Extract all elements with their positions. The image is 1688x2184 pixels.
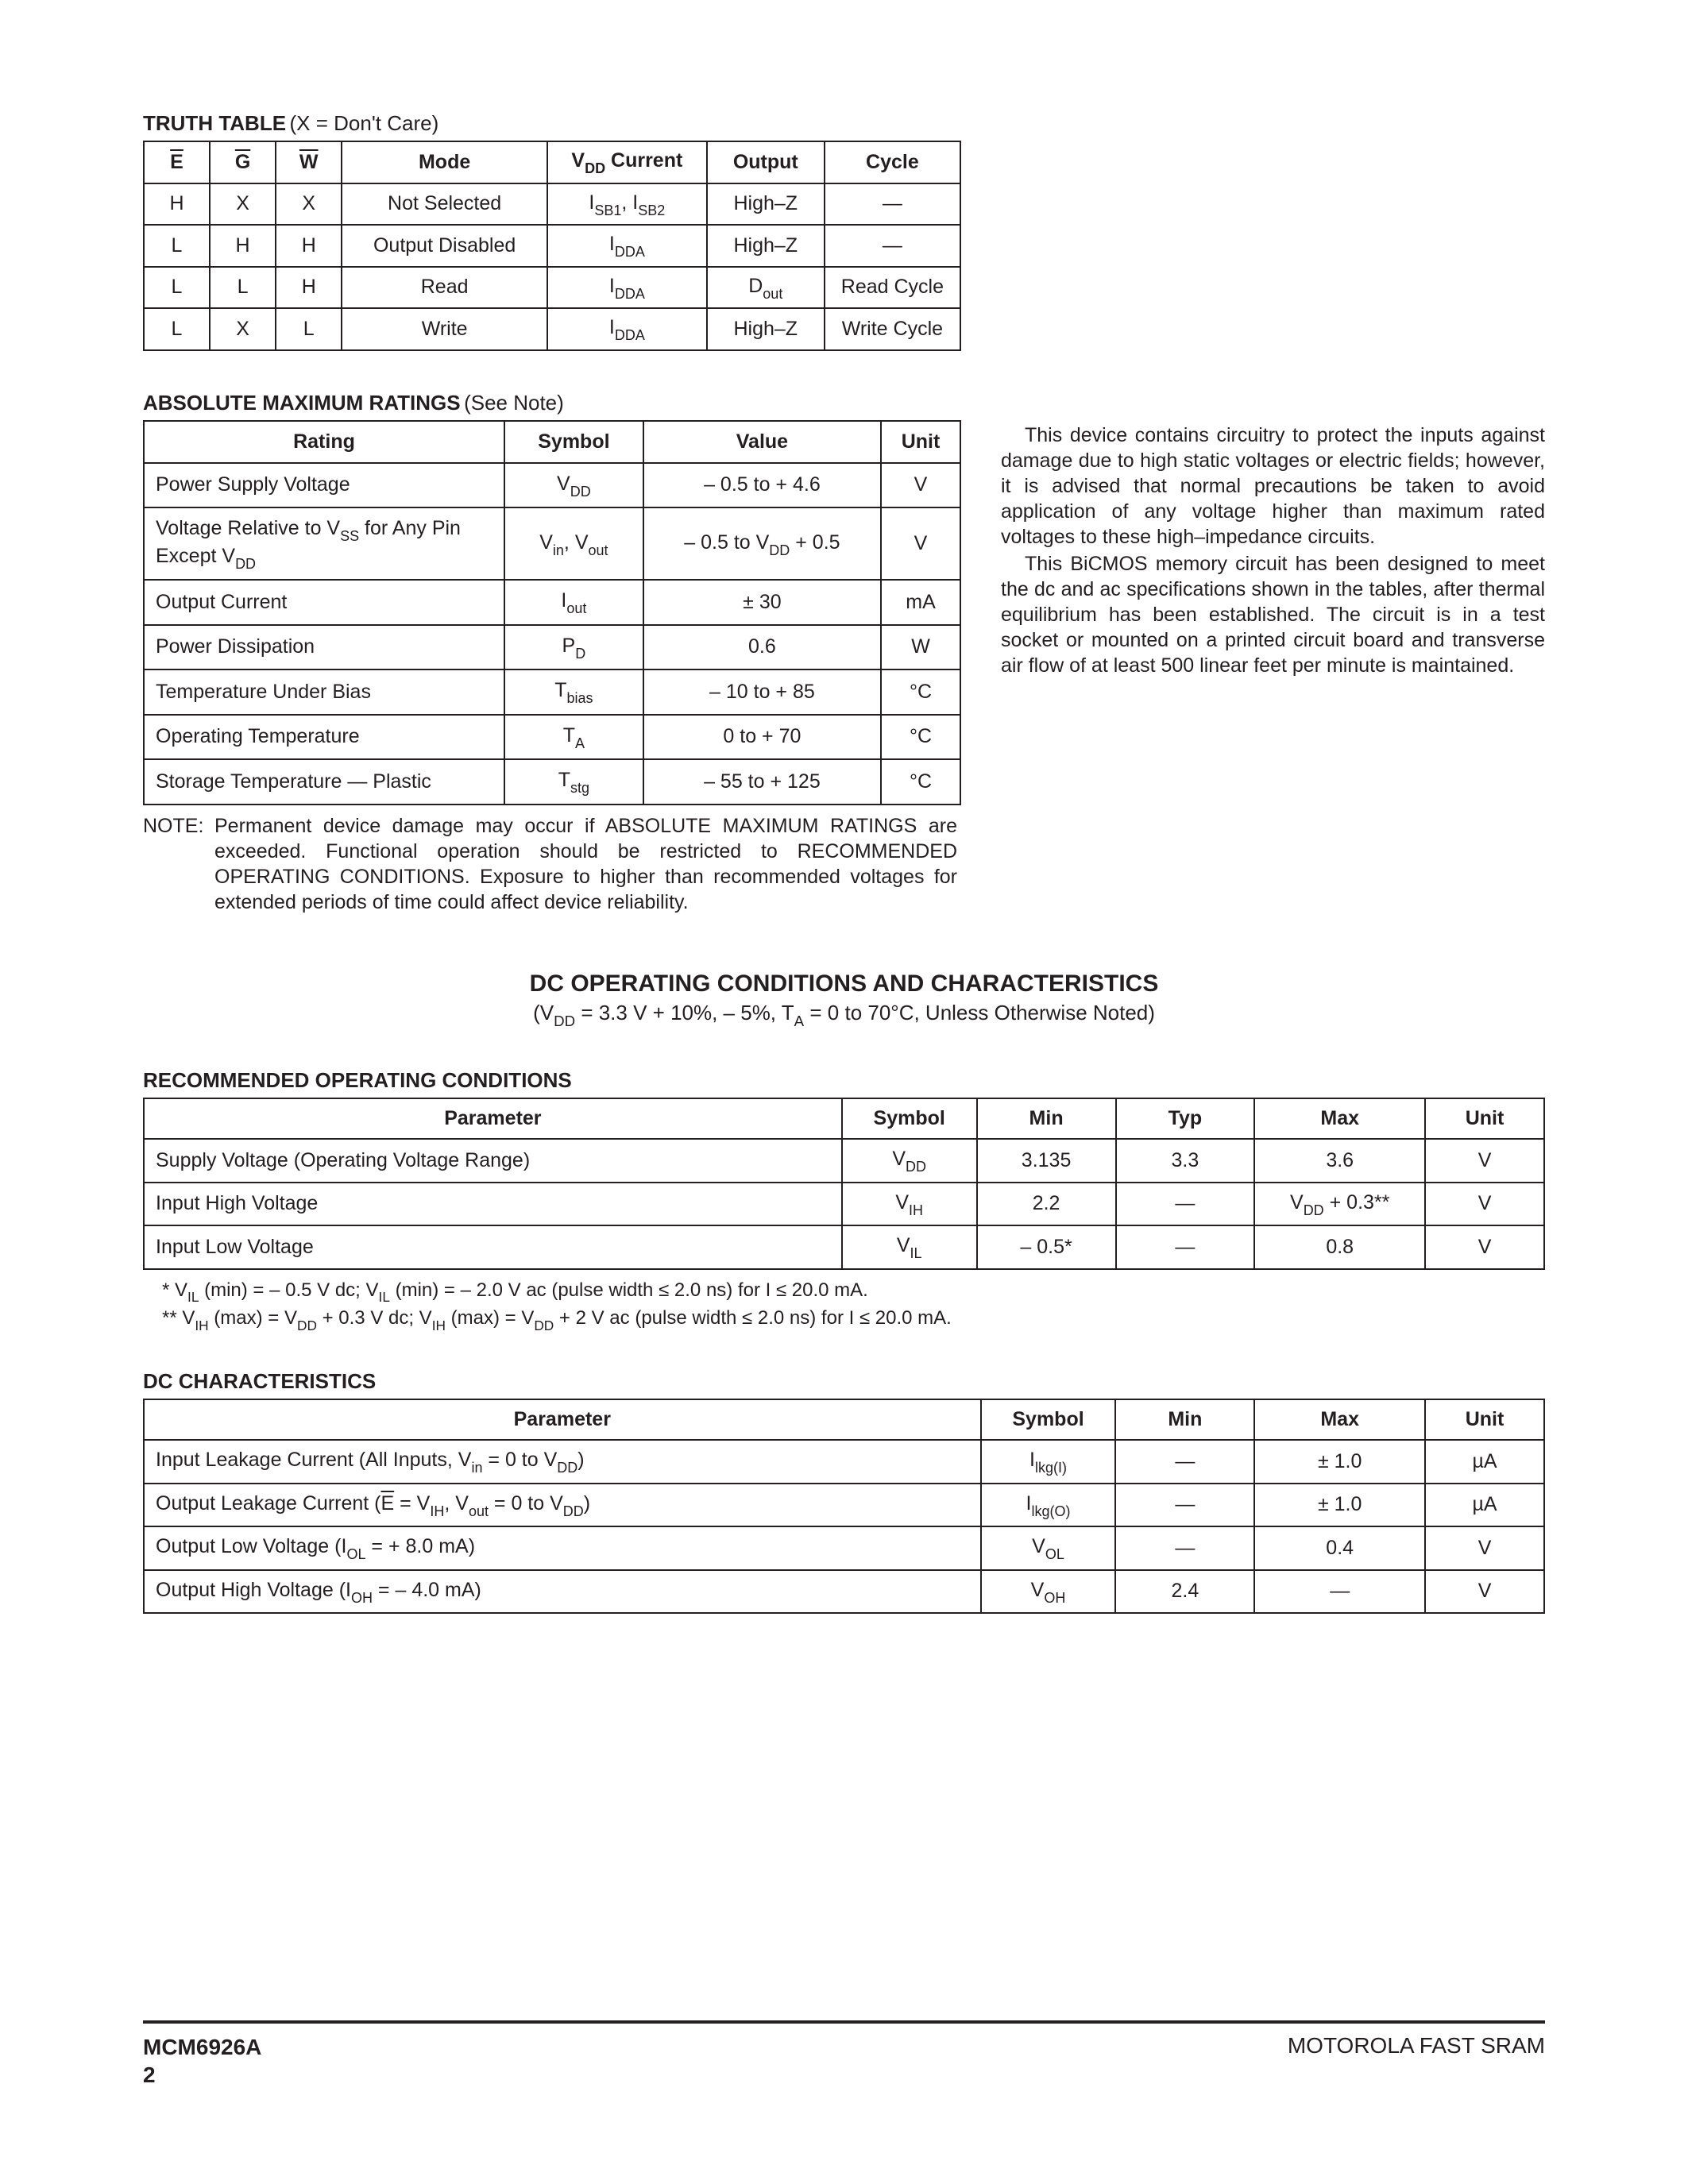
- table-row: Output Current Iout ± 30mA: [144, 580, 960, 625]
- footer-brand: MOTOROLA FAST SRAM: [1288, 2033, 1545, 2059]
- ratings-table: RatingSymbolValueUnit Power Supply Volta…: [143, 420, 961, 805]
- truth-table: E G W Mode VDD Current Output Cycle HXX …: [143, 141, 961, 351]
- table-row: Output High Voltage (IOH = – 4.0 mA) VOH…: [144, 1570, 1544, 1614]
- table-row: Output Low Voltage (IOL = + 8.0 mA) VOL …: [144, 1526, 1544, 1570]
- page-footer: MCM6926A 2 MOTOROLA FAST SRAM: [143, 2020, 1545, 2089]
- table-row: LLH Read IDDA Dout Read Cycle: [144, 267, 960, 309]
- footer-page-number: 2: [143, 2061, 261, 2089]
- table-row: Power Dissipation PD 0.6W: [144, 625, 960, 670]
- table-row: Voltage Relative to VSS for Any Pin Exce…: [144, 507, 960, 580]
- ratings-title-note: (See Note): [464, 391, 564, 415]
- ratings-title: ABSOLUTE MAXIMUM RATINGS: [143, 391, 461, 415]
- ratings-side-text: This device contains circuitry to protec…: [1001, 391, 1545, 915]
- table-row: Temperature Under Bias Tbias – 10 to + 8…: [144, 669, 960, 715]
- table-row: HXX Not Selected ISB1, ISB2 High–Z—: [144, 183, 960, 226]
- truth-table-title: TRUTH TABLE: [143, 111, 286, 135]
- rec-footnotes: * VIL (min) = – 0.5 V dc; VIL (min) = – …: [143, 1278, 1545, 1333]
- table-row: Supply Voltage (Operating Voltage Range)…: [144, 1139, 1544, 1183]
- rec-title: RECOMMENDED OPERATING CONDITIONS: [143, 1068, 572, 1092]
- footer-part-number: MCM6926A: [143, 2033, 261, 2061]
- truth-table-section: TRUTH TABLE (X = Don't Care) E G W Mode …: [143, 111, 1545, 351]
- ratings-note: NOTE:Permanent device damage may occur i…: [143, 813, 961, 915]
- rec-table: ParameterSymbolMinTypMaxUnit Supply Volt…: [143, 1098, 1545, 1270]
- table-row: Storage Temperature — Plastic Tstg – 55 …: [144, 759, 960, 805]
- table-row: LHH Output Disabled IDDA High–Z—: [144, 225, 960, 267]
- table-row: Operating Temperature TA 0 to + 70°C: [144, 715, 960, 760]
- table-row: Output Leakage Current (E = VIH, Vout = …: [144, 1484, 1544, 1527]
- dc-characteristics-section: DC CHARACTERISTICS ParameterSymbolMinMax…: [143, 1369, 1545, 1614]
- truth-table-title-note: (X = Don't Care): [290, 111, 439, 135]
- table-row: Input Leakage Current (All Inputs, Vin =…: [144, 1440, 1544, 1484]
- table-row: Input Low Voltage VIL – 0.5*—0.8V: [144, 1225, 1544, 1269]
- dc-table: ParameterSymbolMinMaxUnit Input Leakage …: [143, 1399, 1545, 1614]
- dc-section-title: DC OPERATING CONDITIONS AND CHARACTERIST…: [143, 970, 1545, 1028]
- table-row: LXL Write IDDA High–ZWrite Cycle: [144, 308, 960, 350]
- rec-section: RECOMMENDED OPERATING CONDITIONS Paramet…: [143, 1068, 1545, 1333]
- table-row: Power Supply Voltage VDD – 0.5 to + 4.6V: [144, 463, 960, 508]
- dc-title: DC CHARACTERISTICS: [143, 1369, 376, 1393]
- ratings-section: ABSOLUTE MAXIMUM RATINGS (See Note) Rati…: [143, 391, 1545, 915]
- table-row: Input High Voltage VIH 2.2— VDD + 0.3** …: [144, 1183, 1544, 1226]
